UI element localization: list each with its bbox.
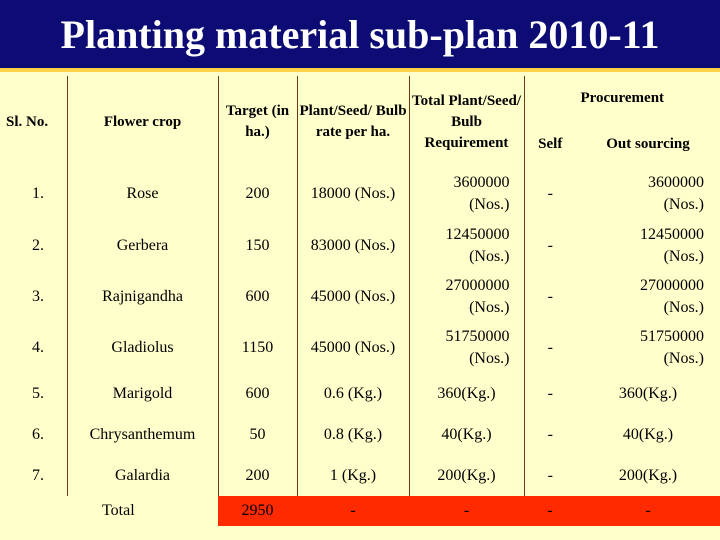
sl-no-cell: 5. bbox=[0, 373, 68, 414]
target-cell: 600 bbox=[218, 373, 298, 414]
target-cell: 1150 bbox=[218, 322, 298, 373]
table-row: 7. Galardia 200 1 (Kg.) 200(Kg.) - 200(K… bbox=[0, 455, 720, 496]
out-sourcing-unit: (Nos.) bbox=[663, 196, 704, 213]
crop-cell: Gerbera bbox=[67, 220, 219, 271]
out-sourcing-cell: 40(Kg.) bbox=[622, 425, 674, 443]
table-row: 3. Rajnigandha 600 45000 (Nos.) 27000000… bbox=[0, 271, 720, 322]
target-cell: 200 bbox=[218, 455, 298, 496]
out-sourcing-cell: 3600000 (Nos.) bbox=[576, 168, 720, 220]
rate-cell: 83000 (Nos.) bbox=[297, 220, 410, 271]
table-header: Sl. No. Flower crop Target (in ha.) Plan… bbox=[0, 76, 720, 168]
self-cell: - bbox=[547, 384, 553, 402]
planting-material-table: Sl. No. Flower crop Target (in ha.) Plan… bbox=[0, 76, 720, 526]
total-row: Total 2950 - - - - bbox=[0, 496, 720, 526]
table-row: 1. Rose 200 18000 (Nos.) 3600000 (Nos.) -… bbox=[0, 168, 720, 220]
rate-cell: 18000 (Nos.) bbox=[297, 168, 410, 220]
total-rate: - bbox=[297, 496, 409, 526]
requirement-cell: 360(Kg.) bbox=[409, 373, 525, 414]
sl-no-cell: 2. bbox=[0, 220, 68, 271]
page-title: Planting material sub-plan 2010-11 bbox=[60, 12, 660, 57]
total-requirement: - bbox=[409, 496, 524, 526]
out-sourcing-unit: (Nos.) bbox=[663, 247, 704, 265]
requirement-unit: (Nos.) bbox=[469, 349, 510, 367]
target-cell: 50 bbox=[218, 414, 298, 455]
rate-cell: 45000 (Nos.) bbox=[297, 271, 410, 322]
out-sourcing-cell: 51750000 (Nos.) bbox=[576, 322, 720, 373]
header-flower-crop: Flower crop bbox=[67, 76, 219, 168]
self-cell: - bbox=[547, 236, 553, 254]
sl-no-cell: 7. bbox=[0, 455, 68, 496]
total-label: Total bbox=[0, 496, 218, 526]
rate-cell: 45000 (Nos.) bbox=[297, 322, 410, 373]
requirement-cell: 27000000 (Nos.) bbox=[409, 271, 525, 322]
out-sourcing-cell: 360(Kg.) bbox=[618, 384, 678, 402]
crop-cell: Marigold bbox=[67, 373, 219, 414]
out-sourcing-value: 3600000 bbox=[648, 174, 704, 191]
requirement-cell: 51750000 (Nos.) bbox=[409, 322, 525, 373]
header-self: Self bbox=[538, 135, 563, 152]
requirement-value: 3600000 bbox=[453, 174, 510, 191]
requirement-cell: 3600000 (Nos.) bbox=[409, 168, 525, 220]
out-sourcing-value: 51750000 bbox=[640, 327, 704, 345]
header-total-requirement: Total Plant/Seed/ Bulb Requirement bbox=[409, 76, 525, 168]
crop-cell: Rose bbox=[67, 168, 219, 220]
out-sourcing-unit: (Nos.) bbox=[663, 298, 704, 316]
self-cell: - bbox=[547, 425, 553, 443]
sl-no-cell: 3. bbox=[0, 271, 68, 322]
self-cell: - bbox=[547, 338, 553, 356]
crop-cell: Chrysanthemum bbox=[67, 414, 219, 455]
header-rate: Plant/Seed/ Bulb rate per ha. bbox=[297, 76, 410, 168]
table-body: 1. Rose 200 18000 (Nos.) 3600000 (Nos.) -… bbox=[0, 168, 720, 526]
self-cell: - bbox=[547, 287, 553, 305]
table-row: 5. Marigold 600 0.6 (Kg.) 360(Kg.) - 360… bbox=[0, 373, 720, 414]
out-sourcing-unit: (Nos.) bbox=[663, 349, 704, 367]
total-self: - bbox=[524, 496, 576, 526]
target-cell: 200 bbox=[218, 168, 298, 220]
total-target: 2950 bbox=[218, 496, 297, 526]
sl-no-cell: 6. bbox=[0, 414, 68, 455]
requirement-cell: 40(Kg.) bbox=[409, 414, 525, 455]
rate-cell: 0.8 (Kg.) bbox=[297, 414, 410, 455]
requirement-unit: (Nos.) bbox=[469, 196, 510, 213]
requirement-value: 27000000 bbox=[445, 276, 510, 294]
self-cell: - bbox=[547, 185, 553, 202]
crop-cell: Galardia bbox=[67, 455, 219, 496]
requirement-value: 12450000 bbox=[445, 225, 510, 243]
rate-cell: 0.6 (Kg.) bbox=[297, 373, 410, 414]
rate-cell: 1 (Kg.) bbox=[297, 455, 410, 496]
table-row: 4. Gladiolus 1150 45000 (Nos.) 51750000 (… bbox=[0, 322, 720, 373]
crop-cell: Rajnigandha bbox=[67, 271, 219, 322]
requirement-unit: (Nos.) bbox=[469, 298, 510, 316]
requirement-unit: (Nos.) bbox=[469, 247, 510, 265]
table-row: 2. Gerbera 150 83000 (Nos.) 12450000 (Nos… bbox=[0, 220, 720, 271]
self-cell: - bbox=[547, 466, 553, 484]
header-out-sourcing: Out sourcing bbox=[606, 135, 690, 152]
requirement-value: 51750000 bbox=[445, 327, 510, 345]
requirement-cell: 200(Kg.) bbox=[409, 455, 525, 496]
out-sourcing-value: 12450000 bbox=[640, 225, 704, 243]
out-sourcing-value: 27000000 bbox=[640, 276, 704, 294]
out-sourcing-cell: 200(Kg.) bbox=[618, 466, 678, 484]
header-target: Target (in ha.) bbox=[218, 76, 298, 168]
table-row: 6. Chrysanthemum 50 0.8 (Kg.) 40(Kg.) - … bbox=[0, 414, 720, 455]
sl-no-cell: 1. bbox=[0, 168, 68, 220]
sl-no-cell: 4. bbox=[0, 322, 68, 373]
target-cell: 150 bbox=[218, 220, 298, 271]
out-sourcing-cell: 27000000 (Nos.) bbox=[576, 271, 720, 322]
header-sl-no: Sl. No. bbox=[0, 76, 68, 168]
out-sourcing-cell: 12450000 (Nos.) bbox=[576, 220, 720, 271]
header-procurement: Procurement bbox=[580, 89, 665, 106]
requirement-cell: 12450000 (Nos.) bbox=[409, 220, 525, 271]
target-cell: 600 bbox=[218, 271, 298, 322]
total-out-sourcing: - bbox=[576, 496, 720, 526]
title-bar: Planting material sub-plan 2010-11 bbox=[0, 0, 720, 72]
crop-cell: Gladiolus bbox=[67, 322, 219, 373]
